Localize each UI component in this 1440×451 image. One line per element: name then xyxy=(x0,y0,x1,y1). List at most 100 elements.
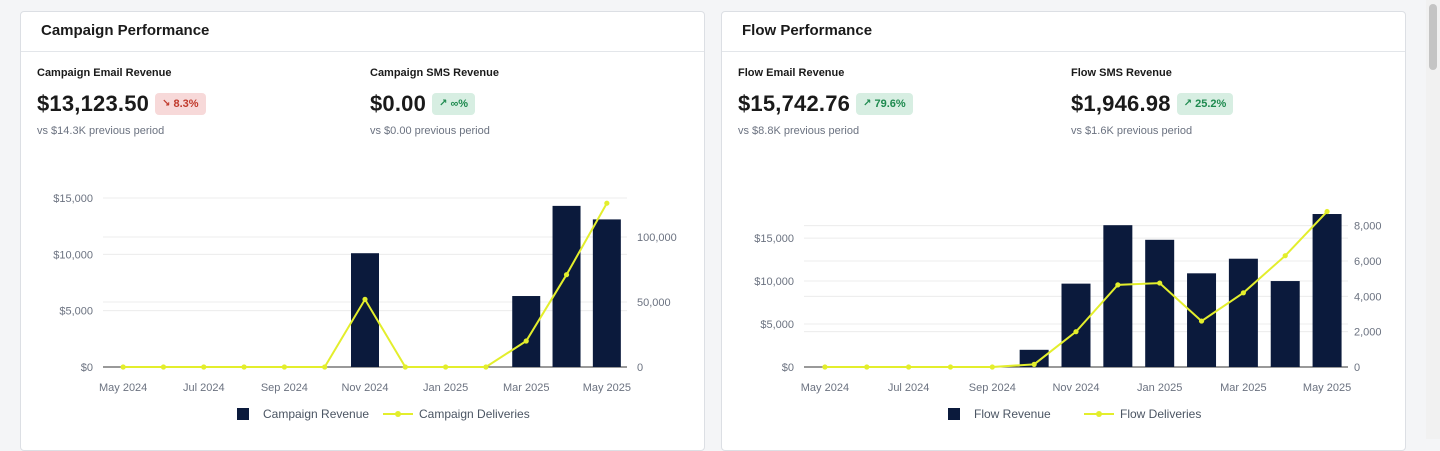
scrollbar-thumb[interactable] xyxy=(1429,4,1437,70)
y-left-tick-label: $10,000 xyxy=(53,249,93,261)
x-tick-label: May 2025 xyxy=(583,382,631,394)
point-flow-deliveries xyxy=(1115,282,1121,288)
flow-performance-card: Flow Performance Flow Email Revenue $15,… xyxy=(721,11,1406,451)
bar-campaign-revenue xyxy=(592,219,621,367)
trend-up-icon: ↗ xyxy=(863,98,872,109)
campaign-email-revenue-label: Campaign Email Revenue xyxy=(37,67,172,79)
flow-email-change-value: 79.6% xyxy=(874,98,906,110)
y-right-tick-label: 6,000 xyxy=(1354,256,1382,268)
point-campaign-deliveries xyxy=(201,364,207,370)
x-tick-label: May 2024 xyxy=(99,382,147,394)
campaign-performance-title: Campaign Performance xyxy=(21,12,704,52)
legend-bar-swatch xyxy=(948,408,960,420)
campaign-email-change-badge: ↘ 8.3% xyxy=(155,93,206,115)
campaign-sms-change-value: ∞% xyxy=(450,98,469,110)
point-flow-deliveries xyxy=(989,364,995,370)
flow-email-revenue-metric: Flow Email Revenue $15,742.76 ↗ 79.6% vs… xyxy=(738,67,1038,137)
point-flow-deliveries xyxy=(947,364,954,370)
y-right-tick-label: 0 xyxy=(1354,362,1360,374)
trend-up-icon: ↗ xyxy=(439,98,448,109)
chart-legend: Campaign Revenue Campaign Deliveries xyxy=(237,407,530,421)
y-right-tick-label: 2,000 xyxy=(1354,327,1382,339)
campaign-performance-chart: $0 $5,000 $10,000 $15,000 0 50,000 100,000 May … xyxy=(53,193,677,421)
legend-line-label: Flow Deliveries xyxy=(1120,407,1201,421)
campaign-sms-revenue-metric: Campaign SMS Revenue $0.00 ↗ ∞% vs $0.00… xyxy=(370,67,670,137)
point-flow-deliveries xyxy=(1031,361,1037,367)
legend-bar-label: Flow Revenue xyxy=(974,407,1051,421)
point-flow-deliveries xyxy=(822,364,828,370)
point-flow-deliveries xyxy=(1240,290,1246,296)
bar-flow-revenue xyxy=(1270,281,1300,367)
point-campaign-deliveries xyxy=(241,364,247,370)
x-tick-label: Sep 2024 xyxy=(261,382,308,394)
flow-sms-compare: vs $1.6K previous period xyxy=(1071,125,1193,137)
y-left-tick-label: $15,000 xyxy=(754,233,794,245)
point-flow-deliveries xyxy=(906,364,912,370)
x-tick-label: Mar 2025 xyxy=(503,382,549,394)
trend-down-icon: ↘ xyxy=(162,98,171,109)
point-campaign-deliveries xyxy=(604,200,610,206)
flow-email-revenue-value: $15,742.76 xyxy=(738,91,851,116)
point-campaign-deliveries xyxy=(443,364,449,370)
legend-line-marker xyxy=(395,411,401,417)
campaign-email-compare: vs $14.3K previous period xyxy=(37,125,165,137)
bar-campaign-revenue xyxy=(552,205,581,367)
flow-sms-revenue-label: Flow SMS Revenue xyxy=(1071,67,1172,79)
x-tick-label: Mar 2025 xyxy=(1220,382,1266,394)
bar-flow-revenue xyxy=(1312,214,1342,367)
flow-sms-change-badge: ↗ 25.2% xyxy=(1176,93,1234,115)
legend-line-label: Campaign Deliveries xyxy=(419,407,530,421)
flow-email-revenue-label: Flow Email Revenue xyxy=(738,67,845,79)
flow-performance-title: Flow Performance xyxy=(722,12,1405,52)
campaign-email-change-value: 8.3% xyxy=(173,98,199,110)
point-campaign-deliveries xyxy=(483,364,489,370)
flow-email-compare: vs $8.8K previous period xyxy=(738,125,860,137)
x-tick-label: Nov 2024 xyxy=(1052,382,1099,394)
point-campaign-deliveries xyxy=(120,364,126,370)
x-tick-label: Jul 2024 xyxy=(888,382,930,394)
y-right-tick-label: 4,000 xyxy=(1354,291,1382,303)
point-flow-deliveries xyxy=(1282,253,1288,259)
y-right-tick-label: 8,000 xyxy=(1354,221,1382,233)
y-left-tick-label: $5,000 xyxy=(760,319,794,331)
campaign-sms-compare: vs $0.00 previous period xyxy=(370,125,490,137)
x-tick-label: Jan 2025 xyxy=(1137,382,1182,394)
legend-line-marker xyxy=(1096,411,1102,417)
campaign-sms-revenue-value: $0.00 xyxy=(370,91,427,116)
flow-sms-revenue-metric: Flow SMS Revenue $1,946.98 ↗ 25.2% vs $1… xyxy=(1071,67,1371,137)
point-campaign-deliveries xyxy=(160,364,167,370)
legend-bar-label: Campaign Revenue xyxy=(263,407,369,421)
y-left-tick-label: $0 xyxy=(782,362,794,374)
point-flow-deliveries xyxy=(1073,329,1079,335)
bar-flow-revenue xyxy=(1061,283,1091,367)
point-campaign-deliveries xyxy=(402,364,408,370)
x-tick-label: Jan 2025 xyxy=(423,382,468,394)
point-campaign-deliveries xyxy=(523,338,529,344)
campaign-sms-change-badge: ↗ ∞% xyxy=(432,93,476,115)
y-right-tick-label: 0 xyxy=(637,362,643,374)
bar-campaign-revenue xyxy=(351,253,379,367)
y-right-tick-label: 100,000 xyxy=(637,232,677,244)
campaign-sms-revenue-label: Campaign SMS Revenue xyxy=(370,67,499,79)
bar-flow-revenue xyxy=(1228,258,1258,367)
x-tick-label: Jul 2024 xyxy=(183,382,225,394)
campaign-performance-card: Campaign Performance Campaign Email Reve… xyxy=(20,11,705,451)
point-flow-deliveries xyxy=(1157,280,1163,286)
flow-email-change-badge: ↗ 79.6% xyxy=(856,93,913,115)
flow-sms-change-value: 25.2% xyxy=(1195,98,1227,110)
y-left-tick-label: $0 xyxy=(81,362,93,374)
trend-up-icon: ↗ xyxy=(1183,98,1193,109)
page-scrollbar[interactable] xyxy=(1426,0,1440,439)
point-campaign-deliveries xyxy=(281,364,287,370)
x-tick-label: May 2025 xyxy=(1303,382,1351,394)
point-campaign-deliveries xyxy=(563,272,570,278)
point-campaign-deliveries xyxy=(362,296,368,302)
chart-legend: Flow Revenue Flow Deliveries xyxy=(948,407,1201,421)
point-flow-deliveries xyxy=(1324,208,1330,215)
y-left-tick-label: $10,000 xyxy=(754,276,794,288)
bar-campaign-revenue xyxy=(512,296,541,367)
point-flow-deliveries xyxy=(864,364,870,370)
y-right-tick-label: 50,000 xyxy=(637,297,671,309)
x-tick-label: Nov 2024 xyxy=(341,382,388,394)
y-left-tick-label: $15,000 xyxy=(53,193,93,205)
